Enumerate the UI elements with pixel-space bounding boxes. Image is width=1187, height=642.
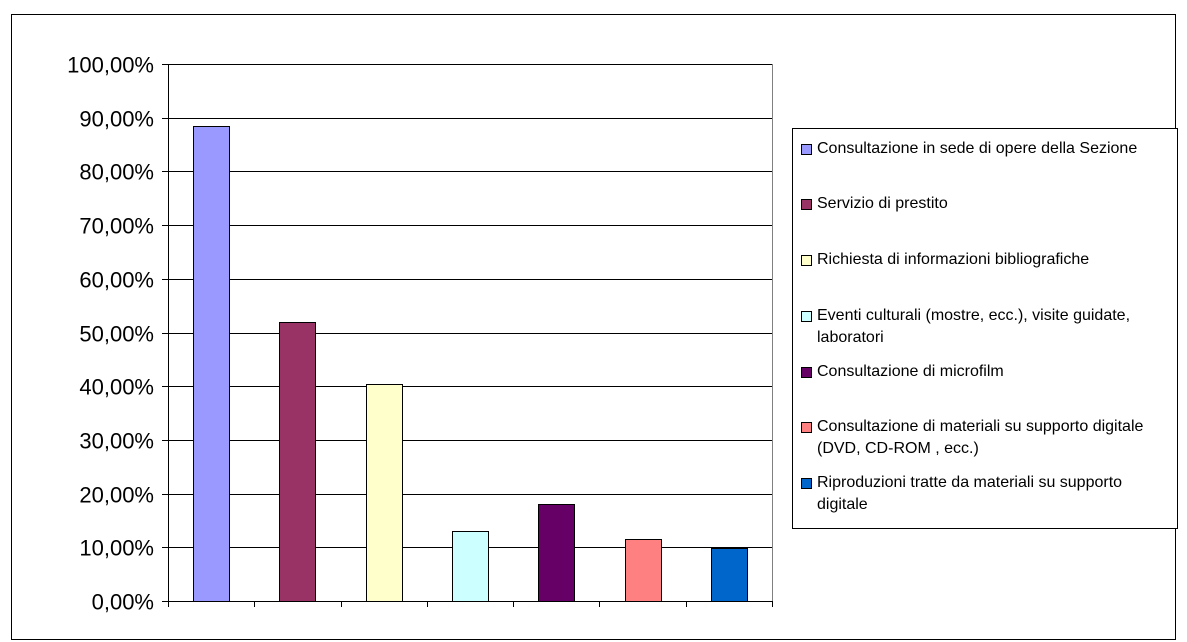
gridlines — [168, 64, 772, 548]
legend-swatch — [801, 311, 812, 322]
legend-swatch — [801, 367, 812, 378]
legend-label: Riproduzioni tratte da materiali su supp… — [817, 474, 1123, 513]
y-tick-label: 100,00% — [67, 53, 154, 78]
y-tick-label: 40,00% — [79, 375, 154, 400]
y-tick-label: 10,00% — [79, 536, 154, 561]
legend-label: Richiesta di informazioni bibliografiche — [817, 251, 1090, 268]
legend-swatch — [801, 478, 812, 489]
legend-label: Consultazione di microfilm — [817, 363, 1004, 380]
bar — [538, 504, 575, 602]
bar — [711, 548, 748, 602]
y-tick-label: 30,00% — [79, 429, 154, 454]
legend-swatch — [801, 144, 812, 155]
legend-label: Consultazione in sede di opere della Sez… — [817, 140, 1138, 157]
legend-item: Consultazione di microfilm — [793, 361, 1177, 383]
bar — [625, 539, 662, 602]
legend-item: Servizio di prestito — [793, 193, 1177, 215]
legend-item: Consultazione in sede di opere della Sez… — [793, 138, 1177, 160]
y-tick-label: 50,00% — [79, 322, 154, 347]
y-tick-label: 90,00% — [79, 107, 154, 132]
legend-item: Richiesta di informazioni bibliografiche — [793, 249, 1177, 271]
axes — [162, 64, 773, 607]
y-tick-label: 60,00% — [79, 268, 154, 293]
bar — [193, 126, 230, 602]
legend-label: Eventi culturali (mostre, ecc.), visite … — [817, 307, 1131, 346]
legend: Consultazione in sede di opere della Sez… — [792, 128, 1178, 529]
legend-item: Consultazione di materiali su supporto d… — [793, 416, 1177, 460]
y-tick-labels: 0,00% 10,00% 20,00% 30,00% 40,00% 50,00% 60,00… — [67, 53, 154, 615]
y-tick-label: 70,00% — [79, 214, 154, 239]
bar — [279, 322, 316, 602]
y-tick-label: 0,00% — [92, 590, 154, 615]
y-tick-label: 20,00% — [79, 483, 154, 508]
legend-label: Consultazione di materiali su supporto d… — [817, 418, 1144, 457]
y-tick-label: 80,00% — [79, 160, 154, 185]
legend-item: Riproduzioni tratte da materiali su supp… — [793, 472, 1177, 516]
legend-swatch — [801, 422, 812, 433]
bar — [452, 531, 489, 602]
bar — [366, 384, 403, 602]
legend-label: Servizio di prestito — [817, 195, 948, 212]
legend-swatch — [801, 255, 812, 266]
legend-item: Eventi culturali (mostre, ecc.), visite … — [793, 305, 1177, 349]
legend-swatch — [801, 199, 812, 210]
